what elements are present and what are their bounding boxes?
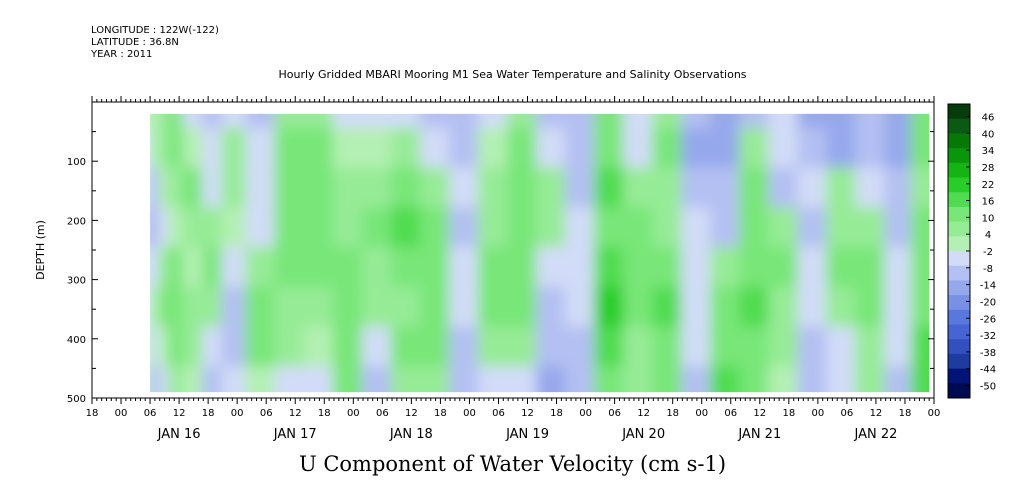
colorbar-swatch — [948, 324, 970, 340]
x-tick-label: 00 — [695, 408, 708, 419]
x-tick-label: 00 — [231, 408, 244, 419]
colorbar-label: -14 — [980, 281, 996, 292]
x-tick-label: 00 — [347, 408, 360, 419]
colorbar-swatch — [948, 280, 970, 296]
x-tick-label: 12 — [870, 408, 883, 419]
x-day-label: JAN 21 — [737, 427, 781, 442]
colorbar-label: -50 — [980, 382, 996, 393]
heatmap-cell — [911, 127, 930, 180]
colorbar-swatch — [948, 133, 970, 149]
colorbar-swatch — [948, 118, 970, 134]
x-tick-label: 06 — [492, 408, 505, 419]
x-tick-label: 18 — [86, 408, 99, 419]
colorbar-swatch — [948, 221, 970, 237]
colorbar-label: 28 — [982, 163, 995, 174]
x-tick-label: 12 — [637, 408, 650, 419]
x-tick-label: 00 — [811, 408, 824, 419]
colorbar-label: 34 — [982, 146, 995, 157]
x-tick-label: 18 — [318, 408, 331, 419]
x-tick-label: 18 — [550, 408, 563, 419]
colorbar-swatch — [948, 192, 970, 208]
colorbar-label: -44 — [980, 365, 996, 376]
x-tick-label: 06 — [724, 408, 737, 419]
x-day-label: JAN 22 — [853, 427, 897, 442]
colorbar-swatch — [948, 177, 970, 193]
colorbar-label: -20 — [980, 297, 996, 308]
heatmap-field — [150, 113, 930, 393]
axes: 18 00 06 12 18 00 06 12 18 00 06 12 18 00 06 12 18 00 06 12… — [67, 96, 940, 442]
colorbar-swatch — [948, 383, 970, 399]
colorbar-label: -38 — [980, 348, 996, 359]
colorbar-swatch — [948, 251, 970, 267]
colorbar-swatch — [948, 104, 970, 120]
colorbar-label: 22 — [982, 180, 995, 191]
y-tick-label: 500 — [67, 394, 86, 405]
colorbar: 46 40 34 28 22 16 10 4 -2 -8 -14 -20 -26 -32 -38 -44 -50 — [947, 103, 996, 399]
y-axis-label: DEPTH (m) — [34, 220, 47, 280]
x-day-label: JAN 17 — [273, 427, 317, 442]
colorbar-swatch — [948, 148, 970, 164]
x-tick-label: 12 — [521, 408, 534, 419]
heatmap-cell — [911, 326, 930, 379]
colorbar-swatch — [948, 295, 970, 311]
x-tick-label: 06 — [841, 408, 854, 419]
heatmap-cell — [911, 207, 930, 259]
chart-title-text: Hourly Gridded MBARI Mooring M1 Sea Wate… — [278, 68, 747, 81]
colorbar-swatch — [948, 265, 970, 281]
y-tick-label: 100 — [67, 157, 86, 168]
x-tick-label: 18 — [899, 408, 912, 419]
x-tick-label: 06 — [608, 408, 621, 419]
colorbar-label: 4 — [985, 230, 991, 241]
x-tick-label: 18 — [666, 408, 679, 419]
x-day-label: JAN 19 — [505, 427, 549, 442]
x-tick-label: 18 — [782, 408, 795, 419]
colorbar-label: 40 — [982, 129, 995, 140]
colorbar-swatch — [948, 236, 970, 252]
colorbar-label: 46 — [982, 113, 995, 124]
x-axis-label-text: U Component of Water Velocity (cm s-1) — [298, 452, 727, 476]
x-day-label: JAN 18 — [389, 427, 433, 442]
x-tick-label: 06 — [260, 408, 273, 419]
x-tick-label: 00 — [115, 408, 128, 419]
x-tick-label: 18 — [202, 408, 215, 419]
longitude-label: LONGITUDE : 122W(-122) — [91, 25, 219, 36]
colorbar-label: -8 — [983, 264, 993, 275]
x-tick-label: 12 — [405, 408, 418, 419]
heatmap-cell — [911, 366, 930, 393]
year-label: YEAR : 2011 — [91, 49, 153, 60]
x-tick-label: 00 — [928, 408, 941, 419]
latitude-label: LATITUDE : 36.8N — [91, 37, 179, 48]
x-tick-label: 00 — [579, 408, 592, 419]
y-tick-label: 400 — [67, 335, 86, 346]
colorbar-swatch — [948, 368, 970, 384]
colorbar-label: -2 — [983, 247, 993, 258]
colorbar-swatch — [948, 162, 970, 178]
colorbar-label: 10 — [982, 213, 995, 224]
colorbar-swatch — [948, 339, 970, 355]
heatmap-cell — [911, 286, 930, 339]
y-tick-label: 200 — [67, 216, 86, 227]
x-tick-label: 00 — [463, 408, 476, 419]
x-tick-label: 12 — [289, 408, 302, 419]
colorbar-swatch — [948, 206, 970, 222]
heatmap-cell — [911, 167, 930, 220]
x-tick-label: 12 — [173, 408, 186, 419]
x-day-label: JAN 20 — [621, 427, 665, 442]
x-axis-label: U Component of Water Velocity (cm s-1) — [0, 452, 1009, 476]
colorbar-swatch — [948, 353, 970, 369]
y-tick-label: 300 — [67, 276, 86, 287]
chart-title: Hourly Gridded MBARI Mooring M1 Sea Wate… — [0, 68, 1009, 81]
heatmap-cell — [911, 246, 930, 299]
colorbar-label: -32 — [980, 331, 996, 342]
colorbar-swatch — [948, 309, 970, 325]
x-tick-label: 06 — [144, 408, 157, 419]
x-day-label: JAN 16 — [157, 427, 201, 442]
colorbar-label: -26 — [980, 314, 996, 325]
x-tick-label: 12 — [753, 408, 766, 419]
colorbar-label: 16 — [982, 197, 995, 208]
x-tick-label: 06 — [376, 408, 389, 419]
x-tick-label: 18 — [434, 408, 447, 419]
